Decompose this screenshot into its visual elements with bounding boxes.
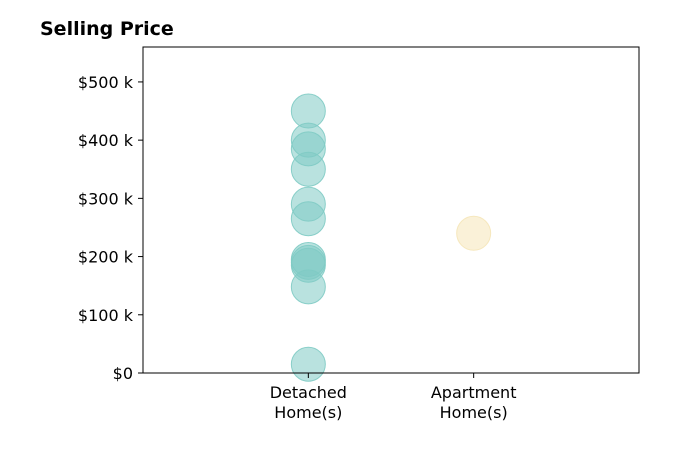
x-tick-label: Apartment bbox=[431, 383, 517, 402]
data-point bbox=[456, 215, 492, 251]
data-point bbox=[290, 201, 326, 237]
data-point bbox=[290, 151, 326, 187]
y-tick-label: $400 k bbox=[78, 131, 134, 150]
data-points bbox=[290, 93, 492, 382]
x-tick-label: Home(s) bbox=[440, 403, 508, 422]
y-tick-label: $200 k bbox=[78, 248, 134, 267]
y-axis: $0 $100 k $200 k $300 k $400 k $500 k bbox=[78, 73, 143, 383]
y-tick-label: $500 k bbox=[78, 73, 134, 92]
data-point bbox=[290, 269, 326, 305]
x-tick-label: Detached bbox=[270, 383, 347, 402]
x-tick-label: Home(s) bbox=[274, 403, 342, 422]
plot-frame bbox=[142, 46, 640, 374]
chart-title: Selling Price bbox=[40, 18, 174, 40]
y-tick-label: $100 k bbox=[78, 306, 134, 325]
y-tick-label: $300 k bbox=[78, 189, 134, 208]
y-tick-label: $0 bbox=[113, 364, 133, 383]
